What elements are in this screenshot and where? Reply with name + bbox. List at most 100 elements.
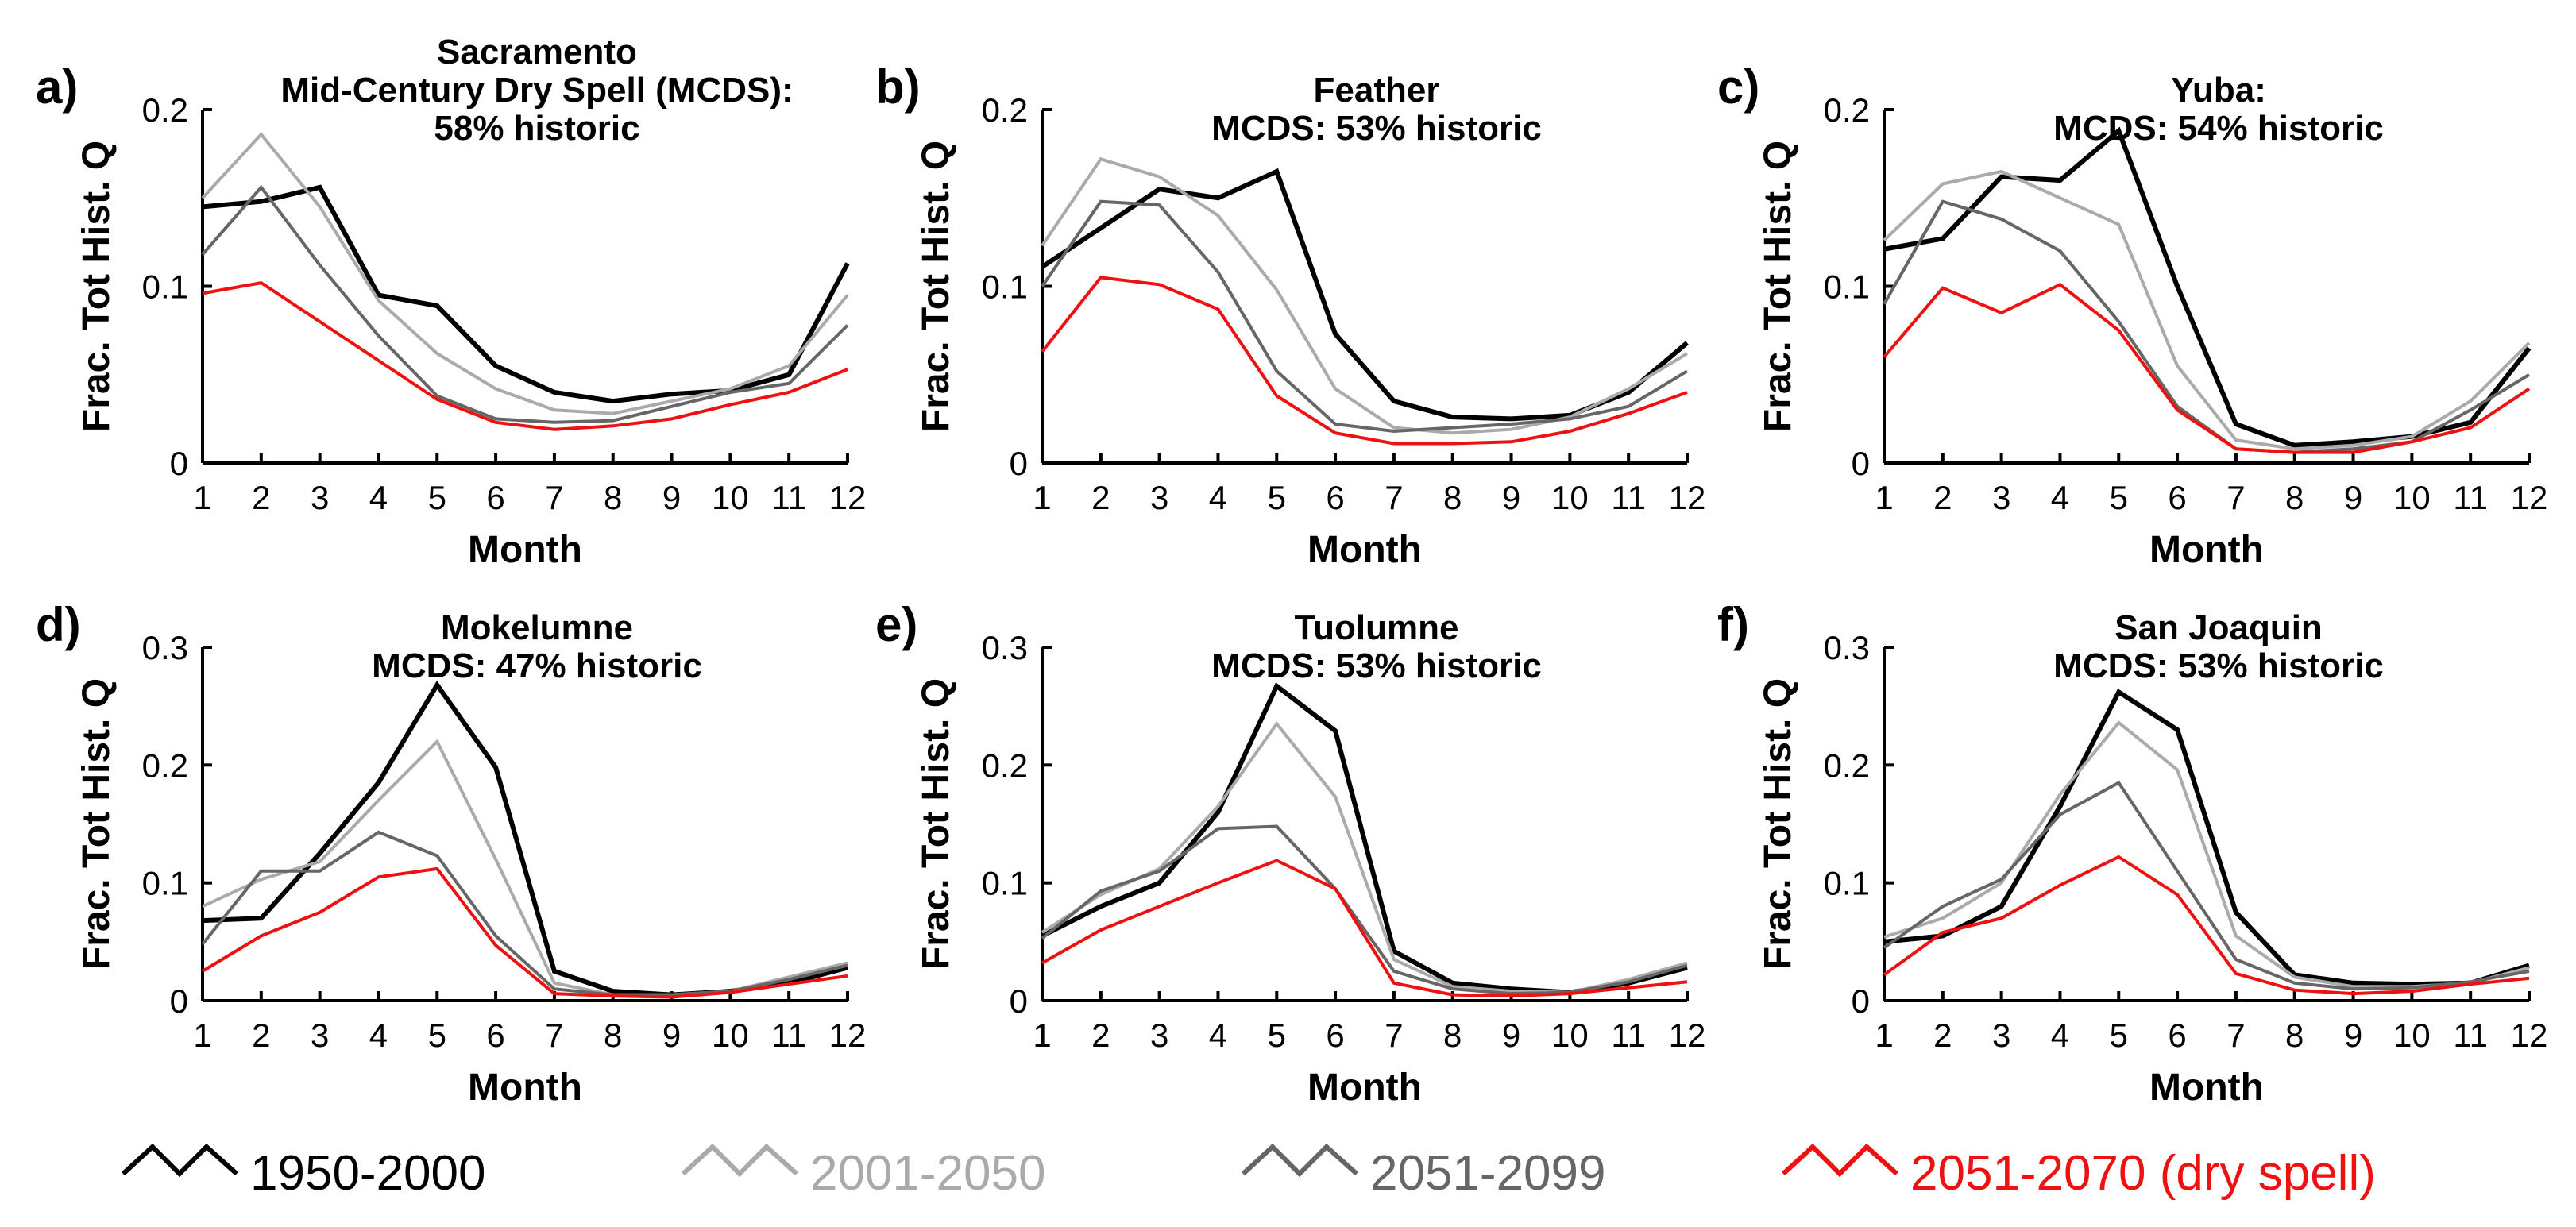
series-line-2051-2070-dry-spell: [202, 280, 848, 431]
x-tick-label: 12: [2511, 1017, 2548, 1054]
x-tick-label: 9: [2344, 479, 2362, 516]
legend-swatch: [121, 1143, 239, 1178]
x-tick-label: 5: [1268, 479, 1286, 516]
legend-swatch: [681, 1143, 799, 1178]
panel-letter: e): [875, 598, 917, 651]
x-tick-label: 12: [829, 479, 867, 516]
y-axis-label: Frac. Tot Hist. Q: [75, 141, 118, 432]
x-tick-label: 12: [1669, 479, 1706, 516]
y-tick-label: 0: [170, 982, 188, 1020]
y-tick-label: 0.3: [142, 629, 188, 666]
x-tick-label: 2: [252, 479, 270, 516]
x-axis-label: Month: [468, 529, 582, 571]
y-axis-label: Frac. Tot Hist. Q: [75, 678, 118, 970]
x-tick-label: 4: [2051, 479, 2069, 516]
x-tick-label: 11: [2453, 1017, 2488, 1054]
x-tick-label: 1: [1033, 1017, 1051, 1054]
x-tick-label: 2: [1091, 479, 1110, 516]
panel-letter: a): [36, 60, 78, 114]
series-line-2051-2070-dry-spell: [1883, 855, 2530, 996]
series-line-2051-2099: [201, 830, 848, 997]
x-tick-label: 10: [712, 1017, 749, 1054]
x-tick-label: 3: [1150, 479, 1168, 516]
x-tick-label: 6: [486, 479, 504, 516]
x-tick-label: 10: [1551, 1017, 1589, 1054]
x-tick-label: 4: [2051, 1017, 2069, 1054]
x-tick-label: 5: [1268, 1017, 1286, 1054]
x-axis-label: Month: [2149, 529, 2264, 571]
x-tick-label: 4: [1209, 1017, 1227, 1054]
legend-item: 1950-2000: [121, 1143, 486, 1201]
legend-label: 1950-2000: [250, 1146, 486, 1201]
panel-letter: c): [1717, 60, 1759, 114]
x-tick-label: 7: [545, 479, 563, 516]
legend-swatch: [1241, 1143, 1359, 1178]
x-tick-label: 3: [1992, 1017, 2010, 1054]
series-line-2051-2099: [1041, 824, 1688, 996]
y-tick-label: 0.3: [982, 629, 1028, 666]
x-tick-label: 4: [1209, 479, 1227, 516]
y-tick-label: 0.2: [982, 91, 1028, 129]
y-tick-label: 0: [170, 445, 188, 482]
series-line-1950-2000: [202, 681, 848, 997]
y-axis-label: Frac. Tot Hist. Q: [1757, 141, 1799, 432]
x-tick-label: 12: [829, 1017, 867, 1054]
x-tick-label: 5: [2110, 1017, 2128, 1054]
panel-title-line: Feather: [1314, 71, 1440, 110]
x-tick-label: 7: [2226, 1017, 2245, 1054]
y-tick-label: 0.1: [982, 268, 1028, 306]
x-tick-label: 7: [2226, 479, 2245, 516]
series-line-2051-2099: [1041, 199, 1689, 434]
x-tick-label: 2: [1091, 1017, 1110, 1054]
y-tick-label: 0: [1852, 445, 1870, 482]
y-axis-label: Frac. Tot Hist. Q: [915, 141, 957, 432]
panel-letter: f): [1717, 598, 1749, 651]
x-tick-label: 3: [1992, 479, 2010, 516]
x-tick-label: 6: [1326, 479, 1344, 516]
panel-title-line: MCDS: 53% historic: [1211, 109, 1542, 148]
legend-swatch: [1781, 1143, 1899, 1178]
x-axis-label: Month: [1307, 1067, 1422, 1109]
x-tick-label: 2: [252, 1017, 270, 1054]
legend-item: 2051-2099: [1241, 1143, 1606, 1201]
panel-letter: d): [36, 598, 81, 651]
x-tick-label: 6: [486, 1017, 504, 1054]
panel-title-line: Tuolumne: [1295, 608, 1459, 647]
x-tick-label: 6: [1326, 1017, 1344, 1054]
x-tick-label: 1: [1033, 479, 1051, 516]
x-tick-label: 11: [1611, 479, 1646, 516]
y-axis-label: Frac. Tot Hist. Q: [1757, 678, 1799, 970]
x-tick-label: 9: [2344, 1017, 2362, 1054]
x-tick-label: 9: [662, 1017, 681, 1054]
legend-label: 2001-2050: [810, 1146, 1046, 1201]
y-tick-label: 0.2: [1824, 747, 1870, 784]
series-line-2051-2070-dry-spell: [1883, 282, 2531, 454]
y-tick-label: 0.1: [142, 865, 188, 902]
x-tick-label: 8: [2285, 1017, 2304, 1054]
x-tick-label: 10: [2393, 1017, 2431, 1054]
x-tick-label: 9: [1502, 1017, 1520, 1054]
x-tick-label: 11: [1611, 1017, 1646, 1054]
x-tick-label: 5: [428, 479, 446, 516]
panel-title-line: Mid-Century Dry Spell (MCDS):: [280, 71, 793, 110]
y-tick-label: 0.2: [1824, 91, 1870, 129]
series-line-1950-2000: [1883, 689, 2530, 987]
panel-title-line: MCDS: 47% historic: [372, 646, 702, 685]
x-tick-label: 2: [1933, 1017, 1952, 1054]
x-tick-label: 11: [771, 1017, 806, 1054]
series-line-2001-2050: [1883, 720, 2530, 989]
y-tick-label: 0: [1010, 445, 1028, 482]
legend-label: 2051-2070 (dry spell): [1910, 1146, 2376, 1201]
x-tick-label: 6: [2168, 479, 2186, 516]
x-tick-label: 12: [1669, 1017, 1706, 1054]
y-tick-label: 0.1: [142, 268, 188, 306]
y-tick-label: 0.2: [142, 91, 188, 129]
y-tick-label: 0.1: [1824, 865, 1870, 902]
legend: 1950-2000 2001-2050 2051-2099 2051-2070 (dr…: [121, 1143, 2376, 1201]
y-tick-label: 0: [1010, 982, 1028, 1020]
y-tick-label: 0.1: [1824, 268, 1870, 306]
